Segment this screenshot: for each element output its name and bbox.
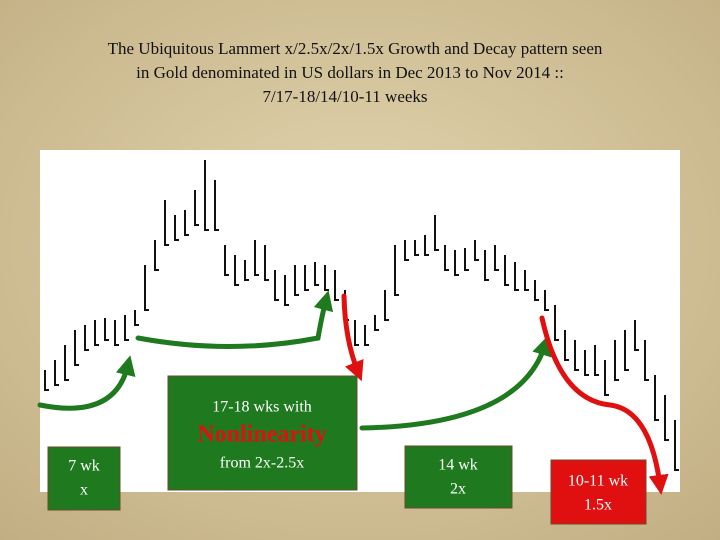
box	[550, 459, 647, 525]
title-line: in Gold denominated in US dollars in Dec…	[136, 63, 564, 82]
box-text: 1.5x	[584, 497, 612, 514]
red-arrow	[539, 315, 669, 495]
box-text: x	[80, 482, 88, 499]
box-text: 14 wk	[438, 457, 478, 474]
box-text: 2x	[450, 481, 466, 498]
price-bars	[44, 160, 679, 471]
box-text: 7 wk	[68, 458, 100, 475]
chart-area	[40, 150, 680, 492]
green-arrow	[135, 290, 334, 349]
arrows	[37, 290, 669, 495]
green-arrow	[37, 355, 136, 411]
box	[404, 445, 513, 509]
box	[167, 375, 358, 491]
box	[47, 446, 121, 511]
box-text: 10-11 wk	[568, 473, 628, 490]
red-arrow	[341, 293, 364, 382]
green-arrow	[359, 335, 552, 431]
title-line: The Ubiquitous Lammert x/2.5x/2x/1.5x Gr…	[108, 39, 603, 58]
title-line: 7/17-18/14/10-11 weeks	[262, 87, 427, 106]
box-text: from 2x-2.5x	[220, 455, 304, 472]
box-text: 17-18 wks with	[212, 399, 312, 416]
box-text: Nonlinearity	[197, 422, 326, 448]
